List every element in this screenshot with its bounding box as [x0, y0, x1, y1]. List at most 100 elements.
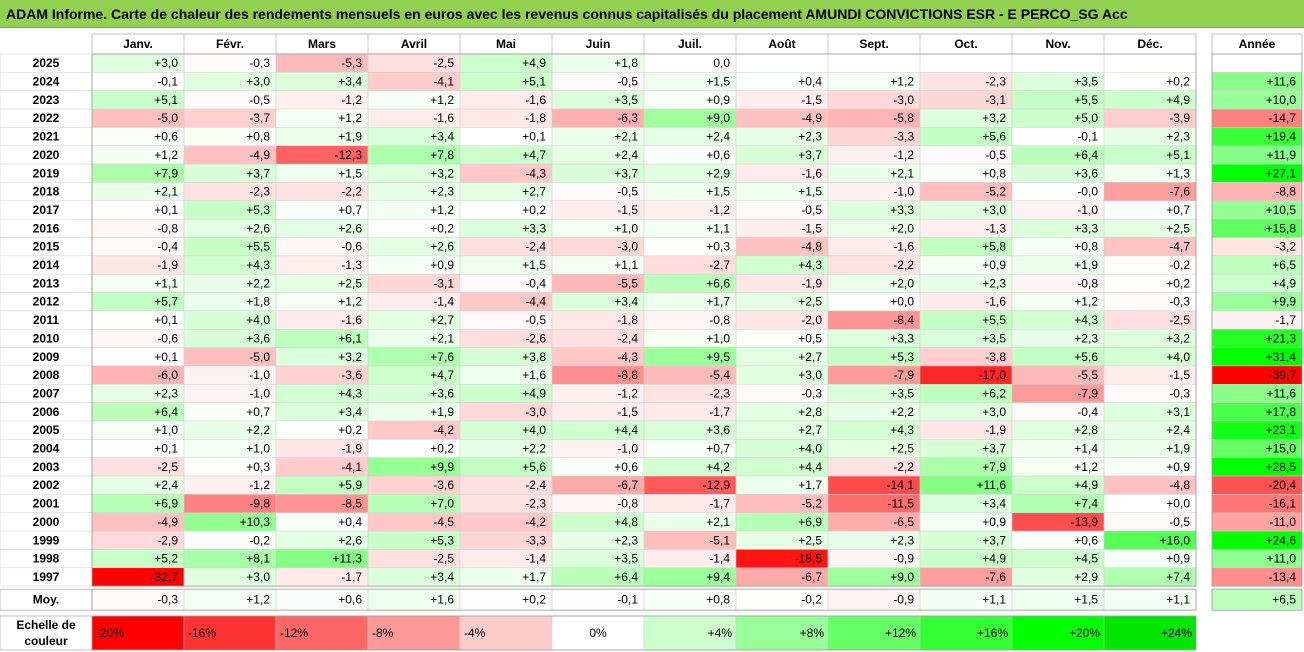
heatmap-value: -3,0 — [525, 405, 546, 419]
heatmap-value: +0,2 — [1166, 276, 1190, 290]
scale-stop-label: -12% — [280, 626, 308, 640]
heatmap-value: +5,3 — [246, 203, 270, 217]
heatmap-value: +1,5 — [706, 75, 730, 89]
heatmap-value: +0,4 — [338, 515, 362, 529]
month-header: Nov. — [1045, 37, 1070, 51]
heatmap-value: -1,5 — [617, 405, 638, 419]
heatmap-value: -2,2 — [893, 460, 914, 474]
heatmap-value: -6,0 — [157, 368, 178, 382]
year-label: 1998 — [33, 552, 60, 566]
heatmap-value: +4,3 — [890, 423, 914, 437]
heatmap-value: +4,0 — [246, 313, 270, 327]
year-label: 2015 — [33, 240, 60, 254]
heatmap-value: +5,9 — [338, 478, 362, 492]
heatmap-value: +0,3 — [246, 460, 270, 474]
heatmap-value: -1,2 — [249, 478, 270, 492]
heatmap-value: +3,5 — [614, 93, 638, 107]
heatmap-value: -2,5 — [433, 552, 454, 566]
heatmap-value: -3,1 — [985, 93, 1006, 107]
annual-grid-border — [1211, 53, 1303, 587]
heatmap-value: +3,4 — [430, 570, 454, 584]
heatmap-value: -3,0 — [893, 93, 914, 107]
scale-label-cell — [0, 615, 93, 651]
scale-stop-label: -4% — [464, 626, 486, 640]
scale-swatch — [1103, 615, 1197, 651]
average-value: -0,9 — [893, 593, 914, 607]
heatmap-value: +10,3 — [240, 515, 271, 529]
heatmap-value: -1,3 — [985, 221, 1006, 235]
heatmap-value: -3,6 — [433, 478, 454, 492]
heatmap-value: +5,0 — [1074, 111, 1098, 125]
heatmap-value: +3,5 — [982, 331, 1006, 345]
heatmap-value: +2,7 — [430, 313, 454, 327]
heatmap-value: +3,0 — [982, 405, 1006, 419]
heatmap-value: +1,0 — [706, 331, 730, 345]
heatmap-value: +5,7 — [154, 295, 178, 309]
heatmap-value: +5,5 — [982, 313, 1006, 327]
heatmap-value: +0,8 — [982, 166, 1006, 180]
heatmap-value: +2,3 — [614, 533, 638, 547]
heatmap-value: +2,2 — [246, 423, 270, 437]
heatmap-value: +3,4 — [430, 130, 454, 144]
heatmap-value: +2,7 — [798, 423, 822, 437]
heatmap-value: -4,8 — [1169, 478, 1190, 492]
average-annual-cell — [1211, 588, 1303, 611]
heatmap-value: -1,2 — [617, 386, 638, 400]
heatmap-value: -0,5 — [525, 313, 546, 327]
heatmap-value: -1,5 — [1169, 368, 1190, 382]
heatmap-value: +0,9 — [982, 258, 1006, 272]
heatmap-value: -6,3 — [617, 111, 638, 125]
heatmap-value: +2,7 — [798, 350, 822, 364]
heatmap-value: -3,0 — [617, 240, 638, 254]
heatmap-value: +0,6 — [614, 460, 638, 474]
heatmap-value: -5,2 — [801, 497, 822, 511]
heatmap-value: +0,8 — [1074, 240, 1098, 254]
heatmap-value: +3,5 — [890, 386, 914, 400]
heatmap-value: +0,3 — [706, 240, 730, 254]
heatmap-value: +5,2 — [154, 552, 178, 566]
year-label: 2023 — [33, 93, 60, 107]
heatmap-value: +5,1 — [1166, 148, 1190, 162]
heatmap-value: -5,5 — [1077, 368, 1098, 382]
heatmap-value: +2,6 — [338, 533, 362, 547]
heatmap-value: -4,9 — [157, 515, 178, 529]
heatmap-value: -2,5 — [1169, 313, 1190, 327]
heatmap-value: +11,3 — [333, 552, 363, 566]
heatmap-value: +3,4 — [338, 405, 362, 419]
heatmap-value: -0,4 — [157, 240, 178, 254]
year-label: 2020 — [33, 148, 60, 162]
year-label: 2019 — [33, 166, 60, 180]
annual-value: +11,0 — [1267, 552, 1297, 566]
heatmap-value: -1,2 — [893, 148, 914, 162]
heatmap-value: -5,3 — [341, 56, 362, 70]
heatmap-value: +1,2 — [430, 203, 454, 217]
annual-header: Année — [1239, 37, 1276, 51]
heatmap-value: +3,0 — [982, 203, 1006, 217]
year-label: 2021 — [33, 130, 60, 144]
average-border — [91, 588, 1197, 611]
scale-swatch — [827, 615, 921, 651]
annual-value: +4,9 — [1272, 276, 1296, 290]
heatmap-value: +1,7 — [706, 295, 730, 309]
average-value: +1,5 — [1074, 593, 1098, 607]
heatmap-value: +2,3 — [798, 130, 822, 144]
annual-value: -3,2 — [1275, 240, 1296, 254]
heatmap-value: +0,7 — [246, 405, 270, 419]
heatmap-value: +2,0 — [890, 221, 914, 235]
heatmap-value: -2,3 — [709, 386, 730, 400]
title-bar: ADAM Informe. Carte de chaleur des rende… — [0, 0, 1304, 28]
scale-swatch — [643, 615, 737, 651]
heatmap-value: -1,8 — [617, 313, 638, 327]
heatmap-value: -3,6 — [341, 368, 362, 382]
year-label: 2001 — [33, 497, 60, 511]
heatmap-value: +6,4 — [154, 405, 178, 419]
heatmap-value: +3,2 — [430, 166, 454, 180]
heatmap-value: +2,6 — [338, 221, 362, 235]
heatmap-value: -0,6 — [341, 240, 362, 254]
heatmap-value: -1,6 — [341, 313, 362, 327]
heatmap-value: +3,1 — [1166, 405, 1190, 419]
scale-stop-label: +4% — [708, 626, 733, 640]
heatmap-value: +7,9 — [154, 166, 178, 180]
heatmap-value: +2,8 — [798, 405, 822, 419]
